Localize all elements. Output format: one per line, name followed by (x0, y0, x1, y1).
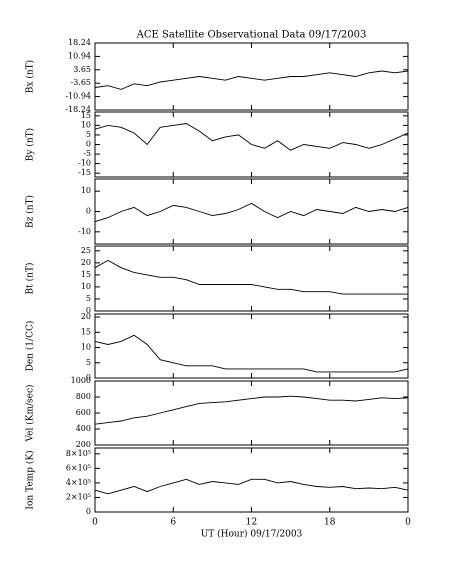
y-tick-label: 10 (81, 343, 91, 352)
y-tick-label: 600 (76, 408, 91, 417)
y-tick-label: 200 (76, 440, 91, 449)
y-tick-label: 0 (86, 140, 91, 149)
y-axis-label: Bz (nT) (25, 195, 36, 228)
y-tick-label: 8×10⁵ (66, 449, 91, 458)
y-tick-label: 3.65 (73, 65, 91, 74)
y-tick-label: 4×10⁵ (66, 478, 91, 487)
panel-frame (94, 313, 409, 379)
y-tick-label: 10.94 (68, 51, 91, 60)
y-tick-label: 800 (76, 392, 91, 401)
y-tick-label: 0 (86, 207, 91, 216)
x-tick-label: 0 (405, 518, 411, 528)
panel-frame (94, 380, 409, 446)
y-tick-label: 10 (81, 120, 91, 129)
y-axis-label: Vel (Km/sec) (25, 384, 36, 442)
y-axis-label: Bt (nT) (25, 263, 36, 295)
x-tick-label: 12 (246, 518, 257, 528)
y-tick-label: 2×10⁵ (66, 492, 91, 501)
y-tick-label: 10 (81, 282, 91, 291)
data-line (94, 334, 409, 373)
y-tick-label: 25 (81, 246, 91, 255)
panel-frame (94, 42, 409, 111)
y-tick-label: 0 (86, 507, 91, 516)
data-line (94, 395, 409, 425)
data-line (94, 478, 409, 495)
y-axis-label: Den (1/CC) (25, 321, 36, 372)
y-tick-label: 5 (86, 130, 91, 139)
y-tick-label: 400 (76, 424, 91, 433)
y-tick-label: -15 (78, 168, 91, 177)
y-tick-label: 0 (86, 306, 91, 315)
y-tick-label: 18.24 (68, 38, 91, 47)
data-line (94, 202, 409, 223)
y-tick-label: 5 (86, 358, 91, 367)
data-line (94, 259, 408, 295)
y-axis-label: Ion Temp (K) (25, 450, 36, 509)
panel-frame (94, 447, 409, 513)
y-tick-label: 10 (81, 186, 91, 195)
y-tick-label: -18.24 (65, 105, 91, 114)
y-tick-label: 15 (81, 111, 91, 120)
y-axis-label: By (nT) (25, 128, 36, 161)
x-axis-label: UT (Hour) 09/17/2003 (201, 529, 303, 540)
y-tick-label: -10.94 (65, 92, 91, 101)
x-tick-label: 0 (92, 518, 98, 528)
y-tick-label: 15 (81, 270, 91, 279)
panel-frame (94, 178, 409, 245)
y-tick-label: 1000 (71, 376, 91, 385)
y-tick-label: 15 (81, 327, 91, 336)
y-tick-label: 0 (86, 373, 91, 382)
y-tick-label: -10 (78, 159, 91, 168)
y-tick-label: -10 (78, 227, 91, 236)
x-tick-label: 6 (170, 518, 176, 528)
chart-title: ACE Satellite Observational Data 09/17/2… (136, 30, 367, 41)
panel-frame (94, 245, 409, 312)
y-tick-label: 6×10⁵ (66, 463, 91, 472)
y-tick-label: 20 (81, 258, 91, 267)
x-tick-label: 18 (324, 518, 336, 528)
y-tick-label: -5 (83, 149, 91, 158)
y-axis-label: Bx (nT) (25, 60, 36, 93)
data-line (94, 123, 409, 151)
y-tick-label: -3.65 (70, 78, 91, 87)
data-line (94, 70, 409, 90)
y-tick-label: 5 (86, 294, 91, 303)
y-tick-label: 20 (81, 312, 91, 321)
